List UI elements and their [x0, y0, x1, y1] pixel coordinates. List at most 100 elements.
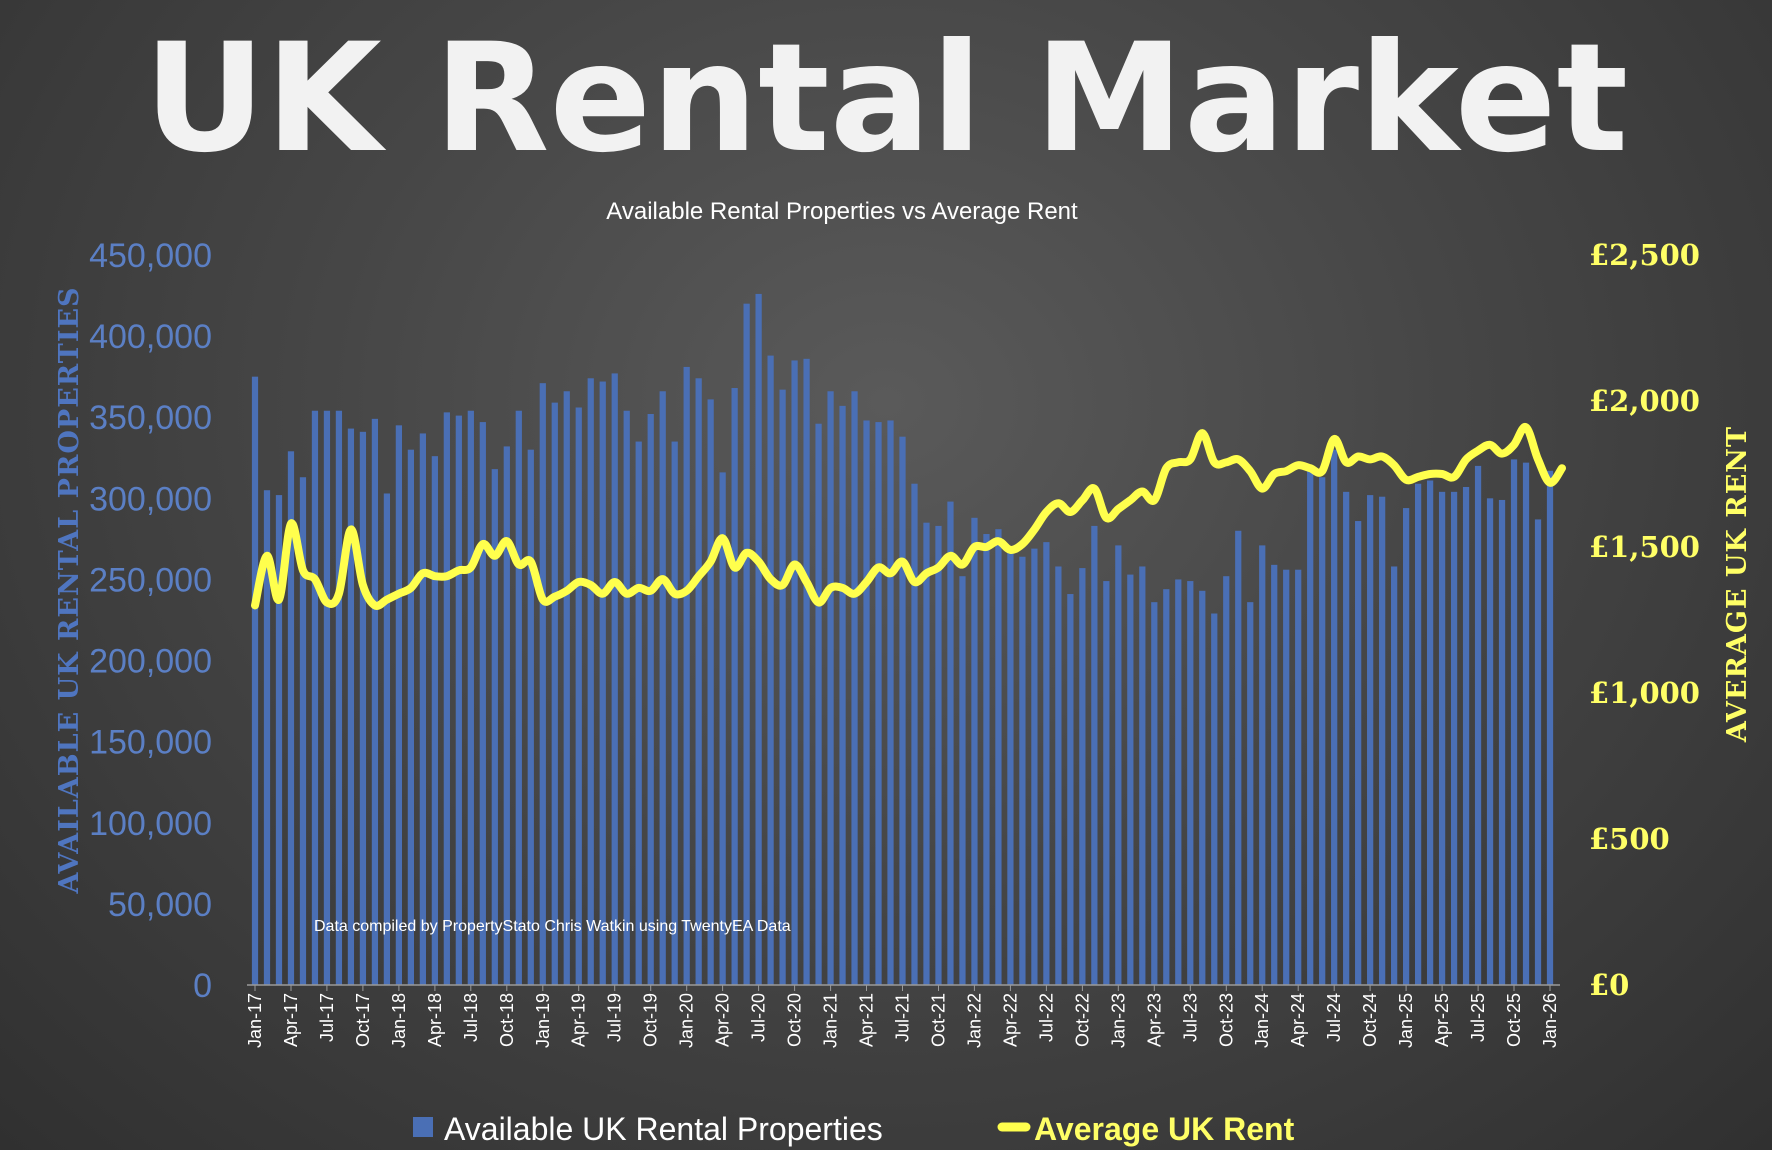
x-tick-label: Oct-19 [641, 993, 661, 1047]
bar-60 [971, 517, 978, 985]
x-tick-label: Jul-24 [1324, 993, 1344, 1042]
bar-17 [455, 415, 462, 986]
bar-12 [395, 425, 403, 986]
bar-86 [1283, 569, 1290, 985]
x-tick-label: Apr-19 [569, 993, 589, 1047]
bar-52 [875, 422, 882, 986]
bar-107 [1534, 519, 1542, 985]
bar-43 [767, 355, 774, 986]
bar-7 [335, 410, 343, 986]
legend: Available UK Rental Properties Average U… [413, 1111, 1295, 1147]
bar-56 [923, 522, 930, 985]
left-tick-label: 300,000 [89, 480, 212, 518]
x-tick-label: Oct-23 [1216, 993, 1236, 1047]
left-axis-label: AVAILABLE UK RENTAL PROPERTIES [54, 286, 85, 894]
bar-49 [839, 405, 846, 985]
x-tick-label: Jan-20 [677, 993, 697, 1048]
bar-77 [1175, 579, 1182, 985]
x-tick-label: Oct-17 [353, 993, 373, 1047]
bar-93 [1367, 495, 1374, 985]
bar-70 [1091, 525, 1098, 985]
right-axis-ticks: £0 £500 £1,000 £1,500 £2,000 £2,500 [1589, 238, 1700, 1002]
bar-42 [755, 293, 762, 985]
x-tick-label: Oct-21 [929, 993, 949, 1047]
right-tick-label: £2,000 [1589, 384, 1700, 418]
line-series-average-rent [251, 423, 1566, 610]
bar-106 [1522, 462, 1530, 985]
bar-94 [1379, 496, 1386, 985]
bar-99 [1438, 491, 1446, 985]
bar-23 [527, 449, 534, 985]
bar-102 [1474, 465, 1482, 985]
bar-85 [1271, 564, 1278, 985]
bar-31 [623, 410, 630, 986]
chart-subtitle: Available Rental Properties vs Average R… [606, 198, 1078, 225]
bar-20 [491, 469, 498, 985]
bar-108 [1546, 470, 1554, 985]
bar-21 [503, 446, 510, 985]
bar-35 [671, 441, 678, 985]
bar-3 [287, 451, 295, 985]
bar-72 [1115, 545, 1122, 985]
bar-74 [1139, 566, 1146, 985]
x-tick-label: Apr-23 [1144, 993, 1164, 1047]
bar-37 [695, 378, 702, 985]
bar-51 [863, 420, 870, 986]
left-tick-label: 450,000 [89, 237, 212, 275]
bar-2 [275, 495, 283, 985]
bar-54 [899, 436, 906, 985]
bar-95 [1391, 566, 1398, 985]
x-tick-label: Jan-26 [1540, 993, 1560, 1048]
right-tick-label: £0 [1589, 968, 1629, 1002]
bar-75 [1151, 602, 1158, 985]
bar-40 [731, 388, 738, 985]
right-tick-label: £2,500 [1589, 238, 1700, 272]
bar-57 [935, 525, 942, 985]
bar-104 [1498, 499, 1506, 985]
bar-105 [1510, 459, 1518, 985]
x-tick-label: Jul-22 [1036, 993, 1056, 1042]
x-tick-label: Jul-23 [1180, 993, 1200, 1042]
bar-25 [551, 402, 558, 985]
bar-83 [1247, 602, 1254, 985]
bar-89 [1319, 477, 1326, 985]
right-tick-label: £1,000 [1589, 676, 1700, 710]
bar-26 [563, 391, 570, 985]
bar-19 [479, 422, 486, 986]
bar-14 [419, 433, 426, 985]
bar-81 [1223, 576, 1230, 985]
bar-47 [815, 423, 822, 986]
x-tick-label: Apr-24 [1288, 993, 1308, 1047]
bar-96 [1403, 508, 1410, 985]
bar-24 [539, 383, 546, 985]
x-tick-label: Jul-19 [605, 993, 625, 1042]
x-tick-label: Oct-25 [1504, 993, 1524, 1047]
bar-61 [983, 534, 990, 985]
x-tick-label: Jan-19 [533, 993, 553, 1048]
left-tick-label: 100,000 [89, 805, 212, 843]
x-tick-label: Jul-20 [749, 993, 769, 1042]
legend-swatch-bars [413, 1117, 433, 1137]
x-tick-label: Jul-18 [461, 993, 481, 1042]
chart-title: UK Rental Market [144, 12, 1628, 186]
bar-18 [467, 410, 474, 986]
bar-87 [1295, 569, 1302, 985]
bar-33 [647, 413, 654, 986]
x-tick-label: Apr-25 [1432, 993, 1452, 1047]
bar-67 [1055, 566, 1062, 985]
bar-98 [1426, 480, 1434, 985]
bar-59 [959, 576, 966, 985]
bar-4 [299, 477, 307, 985]
left-tick-label: 200,000 [89, 643, 212, 681]
x-tick-label: Oct-22 [1072, 993, 1092, 1047]
left-tick-label: 350,000 [89, 399, 212, 437]
bar-0 [251, 376, 259, 985]
right-tick-label: £500 [1589, 822, 1670, 856]
bar-90 [1331, 449, 1338, 985]
bar-50 [851, 391, 858, 985]
x-tick-label: Jan-21 [821, 993, 841, 1048]
bar-79 [1199, 590, 1206, 985]
x-tick-label: Apr-22 [1000, 993, 1020, 1047]
bar-73 [1127, 574, 1134, 985]
bar-45 [791, 360, 798, 985]
